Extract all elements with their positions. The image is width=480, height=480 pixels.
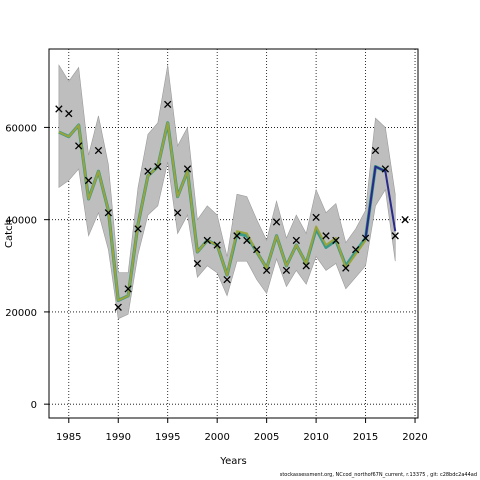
observed-point (65, 109, 73, 118)
x-tick-label: 1990 (106, 432, 131, 443)
confidence-band-layer (58, 64, 396, 320)
observed-point (114, 303, 122, 311)
y-tick-label: 60000 (5, 123, 37, 134)
observed-point (302, 262, 310, 270)
x-axis-title: Years (219, 456, 246, 467)
observed-points-layer (55, 100, 409, 311)
y-tick-label: 40000 (5, 216, 37, 227)
y-tick-label: 20000 (5, 308, 37, 319)
observed-point (75, 142, 83, 150)
observed-point (391, 232, 399, 240)
observed-point (164, 100, 172, 109)
observed-point (361, 234, 370, 242)
observed-point (203, 236, 211, 245)
observed-point (124, 285, 132, 293)
y-axis-title: Catch (4, 219, 15, 248)
observed-point (154, 162, 162, 171)
observed-point (401, 216, 409, 224)
x-tick-label: 2015 (353, 432, 378, 443)
observed-point (342, 264, 350, 272)
x-axis-ticks: 1985 1990 1995 2000 2005 2010 2015 2020 (56, 418, 428, 443)
observed-point (193, 259, 202, 268)
observed-point (144, 167, 152, 175)
observed-point (282, 266, 291, 275)
footer-credit: stockassessment.org, NCcod_northof67N_cu… (279, 472, 477, 478)
observed-point (332, 236, 340, 245)
x-tick-label: 2000 (204, 432, 229, 443)
series-line-a (58, 121, 367, 302)
observed-point (312, 213, 320, 222)
observed-point (272, 218, 281, 226)
series-lines-layer (58, 121, 397, 302)
observed-point (55, 105, 63, 113)
observed-point (371, 146, 380, 155)
observed-point (381, 165, 390, 173)
series-line-c (364, 165, 397, 239)
plot-frame (48, 48, 419, 419)
observed-point (223, 275, 231, 284)
x-tick-label: 1995 (155, 432, 180, 443)
confidence-band (58, 64, 396, 320)
observed-point (183, 165, 192, 173)
observed-point (322, 232, 330, 240)
x-tick-label: 2005 (254, 432, 279, 443)
observed-point (253, 245, 261, 254)
observed-point (213, 241, 221, 249)
observed-point (173, 209, 182, 217)
y-tick-label: 0 (31, 400, 37, 411)
observed-point (104, 209, 113, 217)
observed-point (134, 225, 142, 233)
x-tick-label: 1985 (56, 432, 81, 443)
observed-point (84, 176, 93, 185)
observed-point (292, 236, 300, 245)
y-axis-ticks: 0 20000 40000 60000 (5, 123, 49, 411)
x-tick-label: 2010 (303, 432, 328, 443)
observed-point (233, 232, 241, 240)
observed-point (262, 266, 271, 275)
x-tick-label: 2020 (402, 432, 427, 443)
observed-point (243, 236, 251, 245)
observed-point (352, 245, 360, 254)
observed-point (94, 146, 103, 155)
